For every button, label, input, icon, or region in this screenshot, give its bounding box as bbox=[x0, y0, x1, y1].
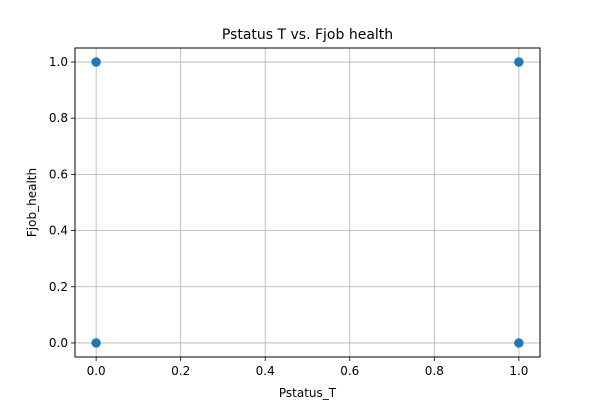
chart-title: Pstatus T vs. Fjob health bbox=[222, 27, 393, 43]
y-tick-label: 0.8 bbox=[49, 111, 68, 125]
grid bbox=[75, 48, 540, 357]
y-tick-label: 0.4 bbox=[49, 224, 68, 238]
y-tick-label: 1.0 bbox=[49, 55, 68, 69]
scatter-point bbox=[91, 338, 101, 348]
x-tick-label: 1.0 bbox=[509, 364, 528, 378]
scatter-point bbox=[514, 57, 524, 67]
x-tick-label: 0.8 bbox=[425, 364, 444, 378]
x-tick-label: 0.2 bbox=[171, 364, 190, 378]
x-tick-label: 0.4 bbox=[256, 364, 275, 378]
x-axis-label: Pstatus_T bbox=[279, 386, 337, 400]
y-tick-label: 0.6 bbox=[49, 167, 68, 181]
scatter-point bbox=[91, 57, 101, 67]
x-tick-label: 0.6 bbox=[340, 364, 359, 378]
data-points bbox=[91, 57, 524, 348]
x-tick-label: 0.0 bbox=[87, 364, 106, 378]
scatter-point bbox=[514, 338, 524, 348]
plot-frame bbox=[74, 47, 541, 358]
y-axis-label: Fjob_health bbox=[25, 168, 39, 237]
y-tick-label: 0.2 bbox=[49, 280, 68, 294]
y-tick-label: 0.0 bbox=[49, 336, 68, 350]
axis-ticks: 0.0 0.2 0.4 0.6 0.8 1.0 0.0 0.2 0.4 0.6 0.8 1.0 bbox=[49, 55, 529, 378]
